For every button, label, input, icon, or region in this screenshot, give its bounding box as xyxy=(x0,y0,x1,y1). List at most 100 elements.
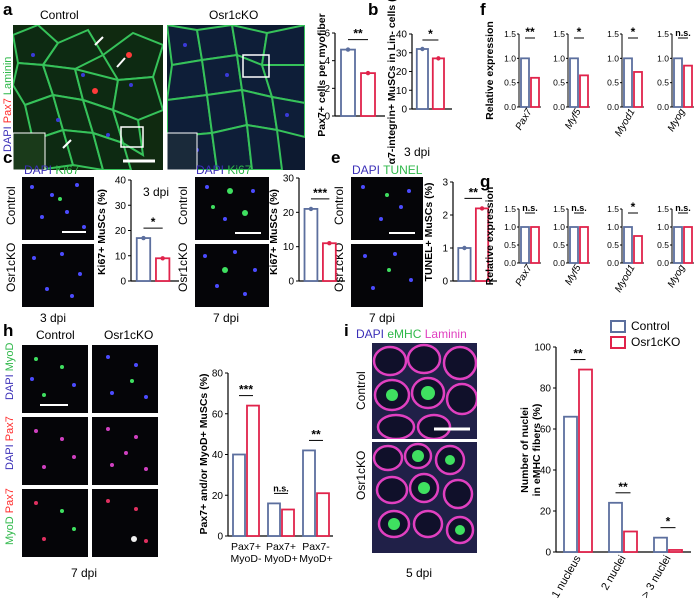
y-tick-label-f-3: 0.0 xyxy=(657,102,669,112)
bar-d-0 xyxy=(303,207,319,282)
y-tick-label-g-0: 1.5 xyxy=(504,204,516,214)
bar-b-0 xyxy=(415,48,429,110)
panel-h-dpi: 7 dpi xyxy=(71,566,98,580)
bar-f-2-1 xyxy=(633,71,643,108)
bar-g-1-0 xyxy=(569,226,579,264)
y-tick-label-f-2: 0.0 xyxy=(607,102,619,112)
panel-e-dpi: 7 dpi xyxy=(369,311,396,325)
y-tick-label-f-1: 0.0 xyxy=(553,102,565,112)
stain-label-c: DAPI Ki67 xyxy=(24,163,80,177)
sig-label-h-1: n.s. xyxy=(273,483,289,493)
y-tick-label-d: 10 xyxy=(283,242,295,253)
category-label-h-2: MyoD+ xyxy=(299,553,333,565)
category-label-i-0: 1 nucleus xyxy=(550,553,584,600)
legend-label-control: Control xyxy=(631,319,670,333)
y-tick-label-i: 100 xyxy=(534,343,551,354)
point-e-0 xyxy=(462,245,467,251)
y-tick-label-g-0: 0.5 xyxy=(504,240,516,250)
y-tick-label-i: 40 xyxy=(540,466,552,477)
y-tick-label-f-0: 0.0 xyxy=(504,102,516,112)
y-tick-label-h: 80 xyxy=(212,369,224,380)
panel-a-osr1-title: Osr1cKO xyxy=(209,8,259,22)
category-label-h-2: Pax7- xyxy=(302,541,330,553)
bar-i-2-0 xyxy=(653,536,668,553)
sig-label-f-1: * xyxy=(577,25,582,39)
y-tick-label-h: 60 xyxy=(212,409,224,420)
bar-h-0-1 xyxy=(246,404,260,537)
panel-label-h: h xyxy=(3,321,14,340)
fiber-pattern xyxy=(13,25,163,170)
micrograph-e-control xyxy=(351,177,423,240)
point-d-0 xyxy=(308,206,314,212)
panel-label-f: f xyxy=(480,0,486,19)
panel-b-dpi: 3 dpi xyxy=(404,145,431,159)
sig-label-g-0: n.s. xyxy=(522,203,538,213)
bar-g-2-1 xyxy=(633,235,643,264)
category-label-h-0: Pax7+ xyxy=(231,541,261,553)
y-tick-label-g-3: 1.5 xyxy=(657,204,669,214)
bar-a-0 xyxy=(340,48,356,117)
y-tick-label-b: 10 xyxy=(396,86,408,97)
y-axis-label-d: Ki67+ MuSCs (%) xyxy=(268,189,280,275)
y-tick-label-c: 20 xyxy=(115,226,127,237)
micrograph-h-control-1 xyxy=(22,345,88,413)
bar-i-2-1 xyxy=(668,549,683,553)
micrograph-a-osr1cko xyxy=(167,25,305,170)
y-tick-label-h: 20 xyxy=(212,491,224,502)
y-tick-label-g-0: 0.0 xyxy=(504,258,516,268)
bar-f-0-1 xyxy=(530,76,540,108)
panel-h-control-title: Control xyxy=(36,328,75,342)
sig-label-b: * xyxy=(428,27,433,41)
y-tick-label-a: 4 xyxy=(324,56,330,67)
micrograph-a-control xyxy=(13,25,163,170)
y-axis-label-h: Pax7+ and/or MyoD+ MuSCs (%) xyxy=(198,373,210,534)
micrograph-i-control xyxy=(372,343,477,439)
panel-c-dpi: 3 dpi xyxy=(40,311,67,325)
sig-label-g-1: n.s. xyxy=(571,203,587,213)
panel-label-i: i xyxy=(344,321,349,340)
y-tick-label-c: 40 xyxy=(115,176,127,187)
y-axis-label-a: Pax7+ cells per myofiber xyxy=(316,13,328,136)
micrograph-h-control-3 xyxy=(22,489,88,557)
y-tick-label-f-3: 1.5 xyxy=(657,29,669,39)
bar-g-3-1 xyxy=(683,226,693,264)
bar-e-0 xyxy=(457,247,472,282)
panel-label-b: b xyxy=(368,0,379,19)
micrograph-e-osr1cko xyxy=(351,244,423,307)
y-tick-label-g-0: 1.0 xyxy=(504,222,516,232)
sig-label-h-0: *** xyxy=(239,383,253,397)
gene-label-f-3: Myog xyxy=(666,107,688,134)
bar-h-1-1 xyxy=(281,508,295,537)
point-e-1 xyxy=(479,206,485,211)
y-tick-label-f-0: 1.5 xyxy=(504,29,516,39)
point-b-1 xyxy=(436,56,441,61)
gene-label-g-3: Myog xyxy=(666,263,688,290)
category-label-i-2: > 3 nuclei xyxy=(640,554,674,601)
y-tick-label-d: 20 xyxy=(283,208,295,219)
y-tick-label-i: 60 xyxy=(540,425,552,436)
panel-h-osr1-title: Osr1cKO xyxy=(104,328,154,342)
fiber-pattern-osr1 xyxy=(167,25,305,170)
micrograph-h-osr1-1 xyxy=(92,345,158,413)
y-tick-label-g-3: 0.5 xyxy=(657,240,669,250)
y-tick-label-g-1: 0.5 xyxy=(553,240,565,250)
bar-i-0-0 xyxy=(563,415,578,553)
micrograph-c-control xyxy=(22,177,94,240)
legend-i: Control Osr1cKO xyxy=(610,319,680,349)
y-tick-label-g-3: 0.0 xyxy=(657,258,669,268)
panel-a-dpi: 3 dpi xyxy=(143,185,170,199)
y-tick-label-c: 30 xyxy=(115,201,127,212)
stain-label-e: DAPI TUNEL xyxy=(352,163,423,177)
sig-label-i-2: * xyxy=(666,515,671,529)
y-axis-label-i: Number of nuclei xyxy=(519,407,531,493)
y-tick-label-a: 6 xyxy=(324,29,330,40)
legend-label-osr1cko: Osr1cKO xyxy=(631,335,681,349)
stain-label-i: DAPI eMHC Laminin xyxy=(356,327,467,341)
sig-label-a: ** xyxy=(353,27,363,41)
y-tick-label-g-2: 0.0 xyxy=(607,258,619,268)
category-label-h-1: MyoD+ xyxy=(264,553,298,565)
gene-label-f-1: Myf5 xyxy=(563,107,584,132)
bar-g-3-0 xyxy=(673,226,683,264)
sig-label-f-2: * xyxy=(631,25,636,39)
bar-g-0-1 xyxy=(530,226,540,264)
